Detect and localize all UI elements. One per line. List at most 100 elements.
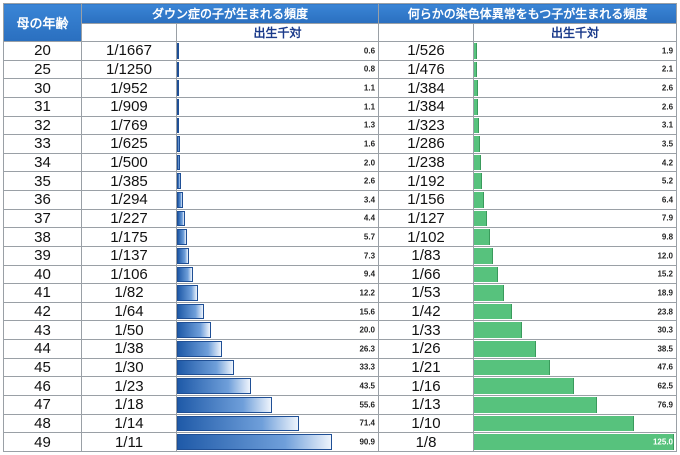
chrom-value-label: 2.6 bbox=[661, 83, 674, 93]
chrom-bar-cell: 3.5 bbox=[473, 134, 678, 154]
chrom-bar-cell: 2.6 bbox=[473, 78, 678, 98]
chrom-frequency-cell: 1/21 bbox=[378, 357, 475, 378]
down-bar-cell: 1.1 bbox=[175, 96, 380, 117]
chrom-bar-cell: 125.0 bbox=[473, 432, 678, 452]
chrom-bar bbox=[474, 434, 675, 450]
down-frequency-cell: 1/38 bbox=[81, 339, 177, 359]
down-frequency-cell: 1/1667 bbox=[81, 41, 177, 61]
down-value-label: 1.3 bbox=[363, 120, 376, 130]
down-frequency-cell: 1/50 bbox=[81, 320, 177, 340]
down-bar bbox=[177, 210, 185, 227]
down-frequency-cell: 1/18 bbox=[81, 394, 177, 415]
maternal-age-cell: 47 bbox=[3, 394, 82, 415]
down-bar bbox=[177, 247, 190, 264]
down-frequency-cell: 1/227 bbox=[81, 208, 177, 229]
chrom-value-label: 100.0 bbox=[652, 418, 674, 428]
maternal-age-cell: 36 bbox=[3, 190, 82, 210]
chrom-frequency-cell: 1/8 bbox=[378, 432, 475, 452]
down-bar-cell: 0.6 bbox=[175, 41, 380, 61]
down-freq-subheader bbox=[81, 23, 177, 42]
chrom-value-label: 6.4 bbox=[661, 195, 674, 205]
chrom-bar-cell: 12.0 bbox=[473, 245, 678, 266]
down-bar-cell: 12.2 bbox=[175, 283, 380, 303]
down-value-label: 43.5 bbox=[359, 381, 376, 391]
table-row: 31 1/909 1.1 1/384 2.6 bbox=[3, 96, 678, 117]
chrom-bar bbox=[474, 266, 499, 283]
maternal-age-cell: 49 bbox=[3, 432, 82, 452]
down-frequency-cell: 1/294 bbox=[81, 190, 177, 210]
chrom-bar-cell: 38.5 bbox=[473, 339, 678, 359]
table-row: 38 1/175 5.7 1/102 9.8 bbox=[3, 227, 678, 247]
down-bar-cell: 26.3 bbox=[175, 339, 380, 359]
chrom-frequency-cell: 1/127 bbox=[378, 208, 475, 229]
down-bar bbox=[177, 173, 182, 189]
table-row: 40 1/106 9.4 1/66 15.2 bbox=[3, 264, 678, 285]
down-bar bbox=[177, 43, 179, 59]
table-row: 30 1/952 1.1 1/384 2.6 bbox=[3, 78, 678, 98]
chrom-bar bbox=[474, 136, 480, 152]
down-bar bbox=[177, 303, 204, 320]
chrom-bar bbox=[474, 285, 505, 301]
chromosomal-abnormality-header: 何らかの染色体異常をもつ子が生まれる頻度 bbox=[378, 3, 678, 24]
down-bar bbox=[177, 359, 234, 376]
down-bar bbox=[177, 117, 180, 134]
down-value-label: 5.7 bbox=[363, 232, 376, 242]
chrom-bar bbox=[474, 322, 523, 338]
chrom-frequency-cell: 1/238 bbox=[378, 152, 475, 173]
chrom-frequency-cell: 1/156 bbox=[378, 190, 475, 210]
chrom-bar-cell: 15.2 bbox=[473, 264, 678, 285]
down-value-label: 3.4 bbox=[363, 195, 376, 205]
chrom-frequency-cell: 1/102 bbox=[378, 227, 475, 247]
maternal-age-cell: 25 bbox=[3, 59, 82, 80]
table-row: 35 1/385 2.6 1/192 5.2 bbox=[3, 171, 678, 191]
chrom-value-label: 38.5 bbox=[657, 344, 674, 354]
table-row: 44 1/38 26.3 1/26 38.5 bbox=[3, 339, 678, 359]
chrom-bar-cell: 2.6 bbox=[473, 96, 678, 117]
chrom-value-label: 2.6 bbox=[661, 102, 674, 112]
chrom-value-label: 12.0 bbox=[657, 251, 674, 261]
down-frequency-cell: 1/11 bbox=[81, 432, 177, 452]
down-value-label: 1.6 bbox=[363, 139, 376, 149]
chrom-bar-cell: 47.6 bbox=[473, 357, 678, 378]
table-row: 43 1/50 20.0 1/33 30.3 bbox=[3, 320, 678, 340]
down-bar-cell: 1.3 bbox=[175, 115, 380, 136]
chrom-bar bbox=[474, 247, 494, 264]
chrom-bar bbox=[474, 43, 478, 59]
chrom-bar bbox=[474, 154, 481, 171]
down-bar bbox=[177, 229, 187, 245]
down-value-label: 4.4 bbox=[363, 213, 376, 223]
maternal-age-cell: 41 bbox=[3, 283, 82, 303]
table-row: 49 1/11 90.9 1/8 125.0 bbox=[3, 432, 678, 452]
chrom-value-label: 18.9 bbox=[657, 288, 674, 298]
down-frequency-cell: 1/625 bbox=[81, 134, 177, 154]
maternal-age-cell: 30 bbox=[3, 78, 82, 98]
chrom-value-label: 2.1 bbox=[661, 64, 674, 74]
down-value-label: 55.6 bbox=[359, 400, 376, 410]
chrom-value-label: 3.1 bbox=[661, 120, 674, 130]
chrom-value-label: 15.2 bbox=[657, 269, 674, 279]
down-value-label: 0.8 bbox=[363, 64, 376, 74]
down-bar bbox=[177, 80, 179, 96]
maternal-age-cell: 35 bbox=[3, 171, 82, 191]
chrom-frequency-cell: 1/66 bbox=[378, 264, 475, 285]
chrom-bar-cell: 100.0 bbox=[473, 413, 678, 434]
down-bar-cell: 2.6 bbox=[175, 171, 380, 191]
chrom-frequency-cell: 1/526 bbox=[378, 41, 475, 61]
down-syndrome-header: ダウン症の子が生まれる頻度 bbox=[80, 3, 380, 24]
down-bar-cell: 2.0 bbox=[175, 152, 380, 173]
down-value-label: 1.1 bbox=[363, 102, 376, 112]
down-frequency-cell: 1/137 bbox=[81, 245, 177, 266]
down-frequency-cell: 1/385 bbox=[81, 171, 177, 191]
down-value-label: 9.4 bbox=[363, 269, 376, 279]
chrom-bar-cell: 7.9 bbox=[473, 208, 678, 229]
down-bar-cell: 1.1 bbox=[175, 78, 380, 98]
chrom-bar bbox=[474, 192, 485, 208]
table-row: 36 1/294 3.4 1/156 6.4 bbox=[3, 190, 678, 210]
maternal-age-cell: 31 bbox=[3, 96, 82, 117]
chrom-value-label: 62.5 bbox=[657, 381, 674, 391]
down-value-label: 12.2 bbox=[359, 288, 376, 298]
down-frequency-cell: 1/82 bbox=[81, 283, 177, 303]
chrom-value-label: 76.9 bbox=[657, 400, 674, 410]
down-bar-cell: 71.4 bbox=[175, 413, 380, 434]
table-row: 34 1/500 2.0 1/238 4.2 bbox=[3, 152, 678, 173]
